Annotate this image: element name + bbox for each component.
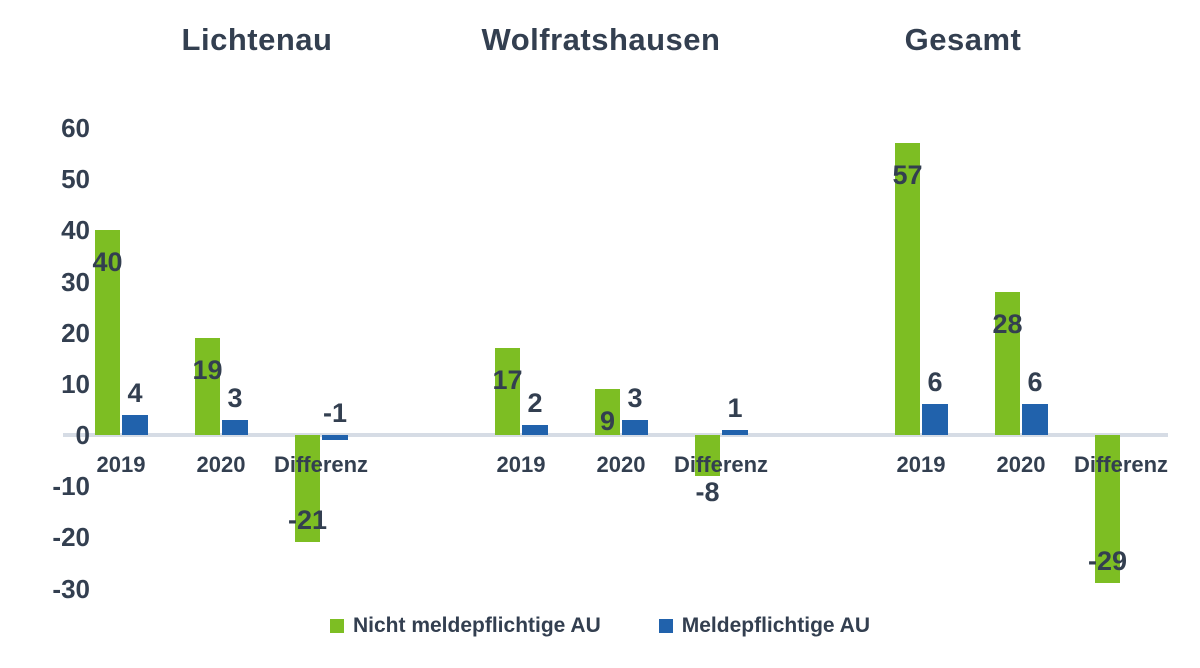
bar-value-label: 3 [627,383,643,413]
y-tick-label: -10 [52,471,90,502]
x-tick-label: Differenz [1073,452,1169,477]
y-tick-label: 60 [61,113,90,143]
y-tick-label: 30 [61,266,90,297]
bar-nicht-meldepflichtige-au [195,338,220,435]
bar-value-label: 17 [492,365,523,395]
x-tick-label: Differenz [673,452,769,477]
x-tick-label: 2020 [996,452,1046,477]
bar-value-label: -29 [1087,546,1128,576]
bar-meldepflichtige-au [622,420,648,435]
bar-value-label: 40 [92,247,123,277]
legend: Nicht meldepflichtige AU Meldepflichtige … [0,614,1200,638]
bar-value-label: 28 [992,309,1023,339]
bar-value-label: 6 [927,367,943,397]
x-axis-line [63,433,1168,437]
y-tick-label: 20 [61,317,90,348]
y-tick-label: -20 [52,522,90,553]
legend-item-nicht-meldepflichtige-au: Nicht meldepflichtige AU [330,614,601,638]
y-tick-label: 10 [61,368,90,399]
bar-meldepflichtige-au [322,435,348,440]
x-tick-label: 2019 [896,452,946,477]
bar-nicht-meldepflichtige-au [895,143,920,435]
bar-value-label: -21 [287,505,328,535]
bar-value-label: -8 [695,477,720,507]
y-tick-label: 0 [75,420,90,450]
bar-meldepflichtige-au [222,420,248,435]
bar-nicht-meldepflichtige-au [1095,435,1120,583]
bar-nicht-meldepflichtige-au [595,389,620,435]
x-tick-label: 2020 [196,452,246,477]
bar-value-label: -1 [322,398,347,428]
x-tick-label: 2019 [496,452,546,477]
bar-value-label: 19 [192,355,223,385]
bar-meldepflichtige-au [722,430,748,435]
bar-meldepflichtige-au [122,415,148,435]
bar-nicht-meldepflichtige-au [95,230,120,435]
bar-value-label: 2 [527,388,543,418]
bar-nicht-meldepflichtige-au [695,435,720,476]
bar-meldepflichtige-au [1022,404,1048,435]
y-tick-label: 50 [61,164,90,195]
group-title-gesamt: Gesamt [904,22,1022,57]
bar-nicht-meldepflichtige-au [995,292,1020,435]
legend-label: Nicht meldepflichtige AU [353,614,601,637]
x-tick-label: 2020 [596,452,646,477]
bar-value-label: 57 [892,160,923,190]
bar-value-label: 3 [227,383,243,413]
legend-label: Meldepflichtige AU [681,614,870,637]
group-title-wolfratshausen: Wolfratshausen [481,22,721,57]
y-tick-label: -30 [52,573,90,604]
bar-nicht-meldepflichtige-au [495,348,520,435]
bar-value-label: 1 [727,393,743,423]
group-title-lichtenau: Lichtenau [181,22,333,57]
x-tick-label: 2019 [96,452,146,477]
legend-swatch-icon [330,619,344,633]
legend-swatch-icon [658,619,673,633]
bar-nicht-meldepflichtige-au [295,435,320,542]
bar-value-label: 6 [1027,367,1043,397]
bar-value-label: 9 [599,406,616,436]
bar-meldepflichtige-au [922,404,948,435]
y-tick-label: 40 [61,215,90,246]
legend-item-meldepflichtige-au: Meldepflichtige AU [658,614,870,638]
bar-meldepflichtige-au [522,425,548,435]
x-tick-label: Differenz [273,452,369,477]
bar-value-label: 4 [127,378,143,408]
